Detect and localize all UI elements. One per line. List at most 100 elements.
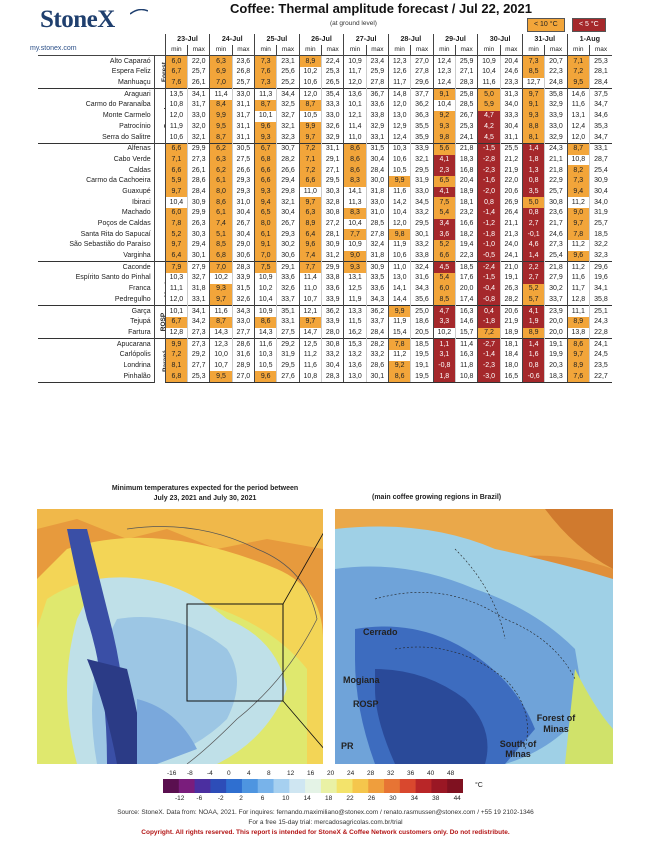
min-temp-cell: 10,6 xyxy=(387,154,411,166)
map-label-rosp: ROSP xyxy=(353,699,379,709)
min-temp-cell: 4,5 xyxy=(477,132,501,144)
min-temp-cell: 14,6 xyxy=(566,88,590,101)
max-temp-cell: 30,9 xyxy=(365,261,389,274)
max-temp-cell: 20,4 xyxy=(454,175,478,187)
min-temp-cell: 7,3 xyxy=(566,175,590,187)
max-temp-cell: 31,0 xyxy=(231,197,255,208)
max-temp-cell: 24,6 xyxy=(499,67,523,78)
scale-tick-label: 8 xyxy=(267,770,271,777)
min-temp-cell: 6,1 xyxy=(254,229,277,241)
min-temp-cell: 11,9 xyxy=(343,294,367,306)
min-temp-cell: 15,3 xyxy=(343,338,367,350)
max-temp-cell: 33,0 xyxy=(321,110,344,122)
min-temp-cell: 16,2 xyxy=(343,327,367,339)
scale-swatch xyxy=(320,779,338,793)
max-temp-cell: 30,8 xyxy=(321,338,344,350)
min-temp-cell: -1,8 xyxy=(477,229,501,241)
min-temp-cell: 7,3 xyxy=(521,55,545,68)
min-temp-cell: 1,8 xyxy=(521,154,545,166)
max-temp-cell: 32,0 xyxy=(187,121,210,133)
min-temp-cell: 8,9 xyxy=(298,218,322,230)
max-temp-cell: 20,3 xyxy=(544,360,568,372)
min-temp-cell: 6,3 xyxy=(298,208,322,219)
max-temp-cell: 29,3 xyxy=(231,175,255,187)
scale-swatch xyxy=(226,779,243,793)
max-temp-cell: 25,3 xyxy=(187,371,210,384)
max-temp-cell: 33,5 xyxy=(365,273,389,284)
max-temp-cell: 19,1 xyxy=(499,273,523,284)
max-temp-cell: 25,9 xyxy=(454,55,478,68)
max-temp-cell: 25,5 xyxy=(499,142,523,155)
max-temp-cell: 33,9 xyxy=(321,316,344,328)
scale-swatch xyxy=(384,779,401,793)
max-temp-cell: 34,2 xyxy=(187,316,210,328)
max-temp-cell: 18,5 xyxy=(588,229,612,241)
max-temp-cell: 35,5 xyxy=(410,121,434,133)
max-temp-cell: 29,5 xyxy=(321,175,344,187)
max-temp-cell: 29,9 xyxy=(187,142,210,155)
city-name: Londrina xyxy=(123,361,151,369)
max-temp-cell: 26,7 xyxy=(231,218,255,230)
min-temp-cell: 6,5 xyxy=(254,208,277,219)
min-temp-cell: 6,1 xyxy=(209,208,233,219)
min-temp-cell: 9,7 xyxy=(298,316,322,328)
max-header: max xyxy=(231,44,255,57)
min-temp-cell: 8,2 xyxy=(566,165,590,176)
max-header: max xyxy=(365,44,389,57)
min-temp-cell: 11,6 xyxy=(254,338,277,350)
min-temp-cell: 11,0 xyxy=(298,186,322,198)
max-temp-cell: 23,3 xyxy=(499,77,523,89)
scale-swatch xyxy=(368,779,385,793)
min-temp-cell: 6,8 xyxy=(209,250,233,262)
max-temp-cell: 20,6 xyxy=(499,186,523,198)
city-name: Poços de Caldas xyxy=(97,220,151,228)
max-temp-cell: 26,1 xyxy=(187,165,210,176)
table-row: Monte Carmelo 12,0 33,0 9,9 31,7 10,1 32,7 10,5… xyxy=(38,110,612,122)
scale-tick-label: 24 xyxy=(347,770,355,777)
min-temp-cell: 8,7 xyxy=(566,142,590,155)
date-header: 27-Jul xyxy=(343,34,389,45)
min-temp-cell: 8,6 xyxy=(343,142,367,155)
region-label: Cerrado xyxy=(153,88,166,144)
region-label: Forest xyxy=(153,55,166,89)
min-temp-cell: 6,2 xyxy=(209,165,233,176)
max-temp-cell: 31,6 xyxy=(410,273,434,284)
max-temp-cell: 27,7 xyxy=(187,360,210,372)
min-temp-cell: -1,0 xyxy=(477,240,501,251)
min-header: min xyxy=(566,44,590,57)
min-temp-cell: 10,2 xyxy=(432,327,456,339)
min-temp-cell: 2,7 xyxy=(521,218,545,230)
max-temp-cell: 30,1 xyxy=(365,371,389,384)
table-row: Manhuaçu 7,6 26,1 7,0 25,7 7,3 25,2 10,6 26,5 12,… xyxy=(38,77,612,89)
max-temp-cell: 30,9 xyxy=(588,175,612,187)
max-temp-cell: 29,4 xyxy=(187,240,210,251)
region-label: Paraná xyxy=(153,338,166,383)
max-temp-cell: 30,1 xyxy=(187,250,210,262)
max-temp-cell: 30,6 xyxy=(276,250,300,262)
max-temp-cell: 33,1 xyxy=(365,132,389,144)
min-temp-cell: 9,7 xyxy=(298,132,322,144)
map-label-pr: PR xyxy=(341,741,354,751)
logo-text: StoneX xyxy=(40,6,115,33)
min-temp-cell: 9,1 xyxy=(432,88,456,101)
max-temp-cell: 34,1 xyxy=(187,88,210,101)
min-temp-cell: 6,7 xyxy=(164,67,188,78)
max-temp-cell: 34,1 xyxy=(187,305,210,317)
min-temp-cell: 4,6 xyxy=(521,240,545,251)
min-temp-cell: 0,8 xyxy=(521,360,545,372)
min-temp-cell: 8,6 xyxy=(209,197,233,208)
max-temp-cell: 31,8 xyxy=(365,186,389,198)
max-temp-cell: 16,5 xyxy=(499,371,523,384)
scale-tick-label: 4 xyxy=(247,770,251,777)
min-temp-cell: -1,4 xyxy=(477,208,501,219)
max-header: max xyxy=(544,44,568,57)
max-temp-cell: 30,4 xyxy=(231,208,255,219)
city-name: Carmo do Paranaíba xyxy=(85,101,151,109)
city-name: Pedregulho xyxy=(114,295,151,303)
max-temp-cell: 23,9 xyxy=(544,305,568,317)
max-temp-cell: 20,6 xyxy=(499,305,523,317)
min-temp-cell: 7,3 xyxy=(254,55,277,68)
min-temp-cell: 7,8 xyxy=(164,218,188,230)
min-temp-cell: 11,1 xyxy=(164,283,188,295)
min-temp-cell: 13,6 xyxy=(343,360,367,372)
